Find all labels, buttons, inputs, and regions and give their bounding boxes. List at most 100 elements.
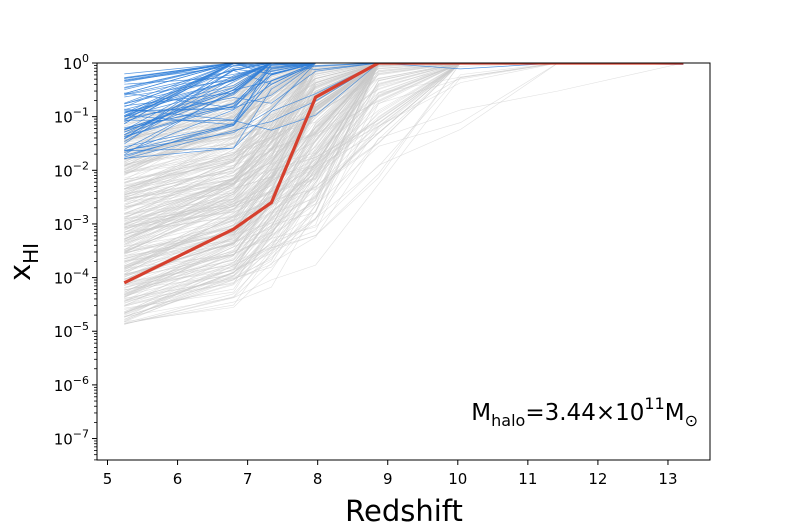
main-track-layer [123,63,684,285]
gray-track [124,63,684,201]
gray-track [124,63,684,220]
blue-track [124,63,684,126]
gray-track [124,63,684,316]
y-axis-label: xHI [3,243,43,281]
gray-track [124,63,684,151]
halo-mass-annotation: Mhalo=3.44×1011M⊙ [471,394,698,430]
gray-track [124,63,684,309]
gray-track [124,63,684,194]
gray-track [124,63,684,190]
gray-track [124,63,684,259]
gray-track [124,63,684,276]
blue-track [124,63,684,158]
blue-track [124,63,684,105]
gray-track [124,63,684,166]
gray-track [124,63,684,171]
gray-track [124,63,684,196]
gray-track [124,63,684,192]
blue-track [124,63,684,112]
gray-track [124,63,684,173]
blue-track [124,63,684,79]
gray-track [124,63,684,267]
blue-track [124,63,684,121]
gray-track [124,63,684,267]
gray-track [124,63,684,324]
gray-track [124,63,684,118]
annotation-mid: =3.44×10 [525,400,644,426]
blue-track [124,63,684,118]
y-tick-label: 10−3 [54,213,89,234]
gray-track [124,63,684,153]
gray-track [124,63,684,325]
x-tick-label: 13 [658,470,677,488]
gray-track [124,63,684,153]
gray-track [124,63,684,162]
gray-track [124,63,684,184]
blue-track [124,63,684,109]
y-axis-label-sub: HI [19,243,43,264]
x-tick-label: 6 [173,470,183,488]
blue-track [124,63,684,150]
annotation-exponent: 11 [644,394,664,413]
gray-track [124,63,684,258]
blue-track [124,63,684,136]
gray-track [124,63,684,315]
gray-track [124,63,684,320]
blue-track [124,63,684,131]
gray-track [124,63,684,198]
gray-track [124,63,684,240]
blue-track [124,63,684,140]
y-tick-label: 10−7 [54,428,89,449]
y-tick-label: 100 [63,52,89,73]
gray-track [124,63,684,148]
main-track-line [123,63,684,285]
gray-track [124,63,684,298]
blue-track [124,63,684,96]
gray-track [124,63,684,250]
blue-track [124,63,684,78]
blue-track [124,63,684,133]
gray-track [124,63,684,166]
gray-track [124,63,684,302]
gray-track [124,63,684,199]
gray-track [124,63,684,205]
blue-track [124,63,684,113]
gray-track [124,63,684,266]
gray-track [124,63,684,273]
gray-track [124,63,684,318]
gray-track [124,63,684,195]
y-tick-label: 10−6 [54,374,89,395]
x-tick-label: 12 [588,470,607,488]
blue-track [124,63,684,118]
gray-track [124,63,684,197]
gray-track [124,63,684,196]
gray-track [124,63,684,294]
gray-track [124,63,684,278]
blue-track [124,63,684,131]
blue-track [124,63,684,152]
gray-track [124,63,684,276]
gray-track [124,63,684,136]
blue-track [124,63,684,111]
gray-track [124,63,684,148]
gray-track [124,63,684,245]
gray-track [124,63,684,131]
blue-track [124,63,684,133]
gray-track [124,63,684,310]
x-tick-label: 9 [383,470,393,488]
gray-track [124,63,684,296]
gray-track [124,63,684,314]
gray-track [124,63,684,208]
gray-track [124,63,684,156]
gray-track [124,63,684,171]
gray-track [124,63,684,297]
gray-track [124,63,684,127]
gray-track [124,63,684,215]
gray-track [124,63,684,268]
gray-track [124,63,684,174]
gray-track [124,63,684,298]
blue-ensemble-lines [124,63,684,160]
blue-track [124,63,684,82]
gray-track [124,63,684,240]
